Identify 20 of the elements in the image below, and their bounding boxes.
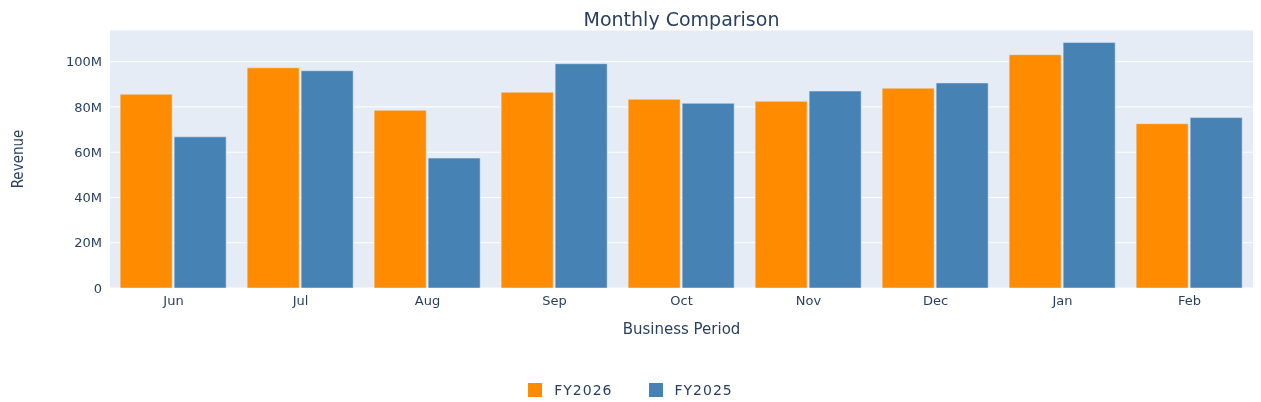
x-tick-label: Oct <box>670 293 693 309</box>
y-tick-label: 0 <box>93 280 102 296</box>
x-tick-label: Nov <box>795 293 822 309</box>
x-tick-label: Sep <box>542 293 567 309</box>
y-tick-label: 100M <box>65 54 102 70</box>
x-tick-label: Jul <box>291 293 309 309</box>
x-tick-label: Jan <box>1051 293 1073 309</box>
x-tick-label: Feb <box>1177 293 1202 309</box>
x-tick-label: Dec <box>922 293 949 309</box>
y-tick-label: 40M <box>74 190 102 206</box>
x-axis-title: Business Period <box>622 320 741 338</box>
x-tick-label: Jun <box>162 293 184 309</box>
y-axis-title: Revenue <box>9 129 28 189</box>
legend-label: FY2025 <box>673 382 733 398</box>
y-tick-label: 20M <box>74 235 102 251</box>
x-tick-label: Aug <box>414 293 441 309</box>
y-tick-label: 80M <box>74 99 102 115</box>
legend-label: FY2026 <box>553 382 613 398</box>
y-tick-label: 60M <box>74 144 102 160</box>
chart-title: Monthly Comparison <box>582 8 781 30</box>
